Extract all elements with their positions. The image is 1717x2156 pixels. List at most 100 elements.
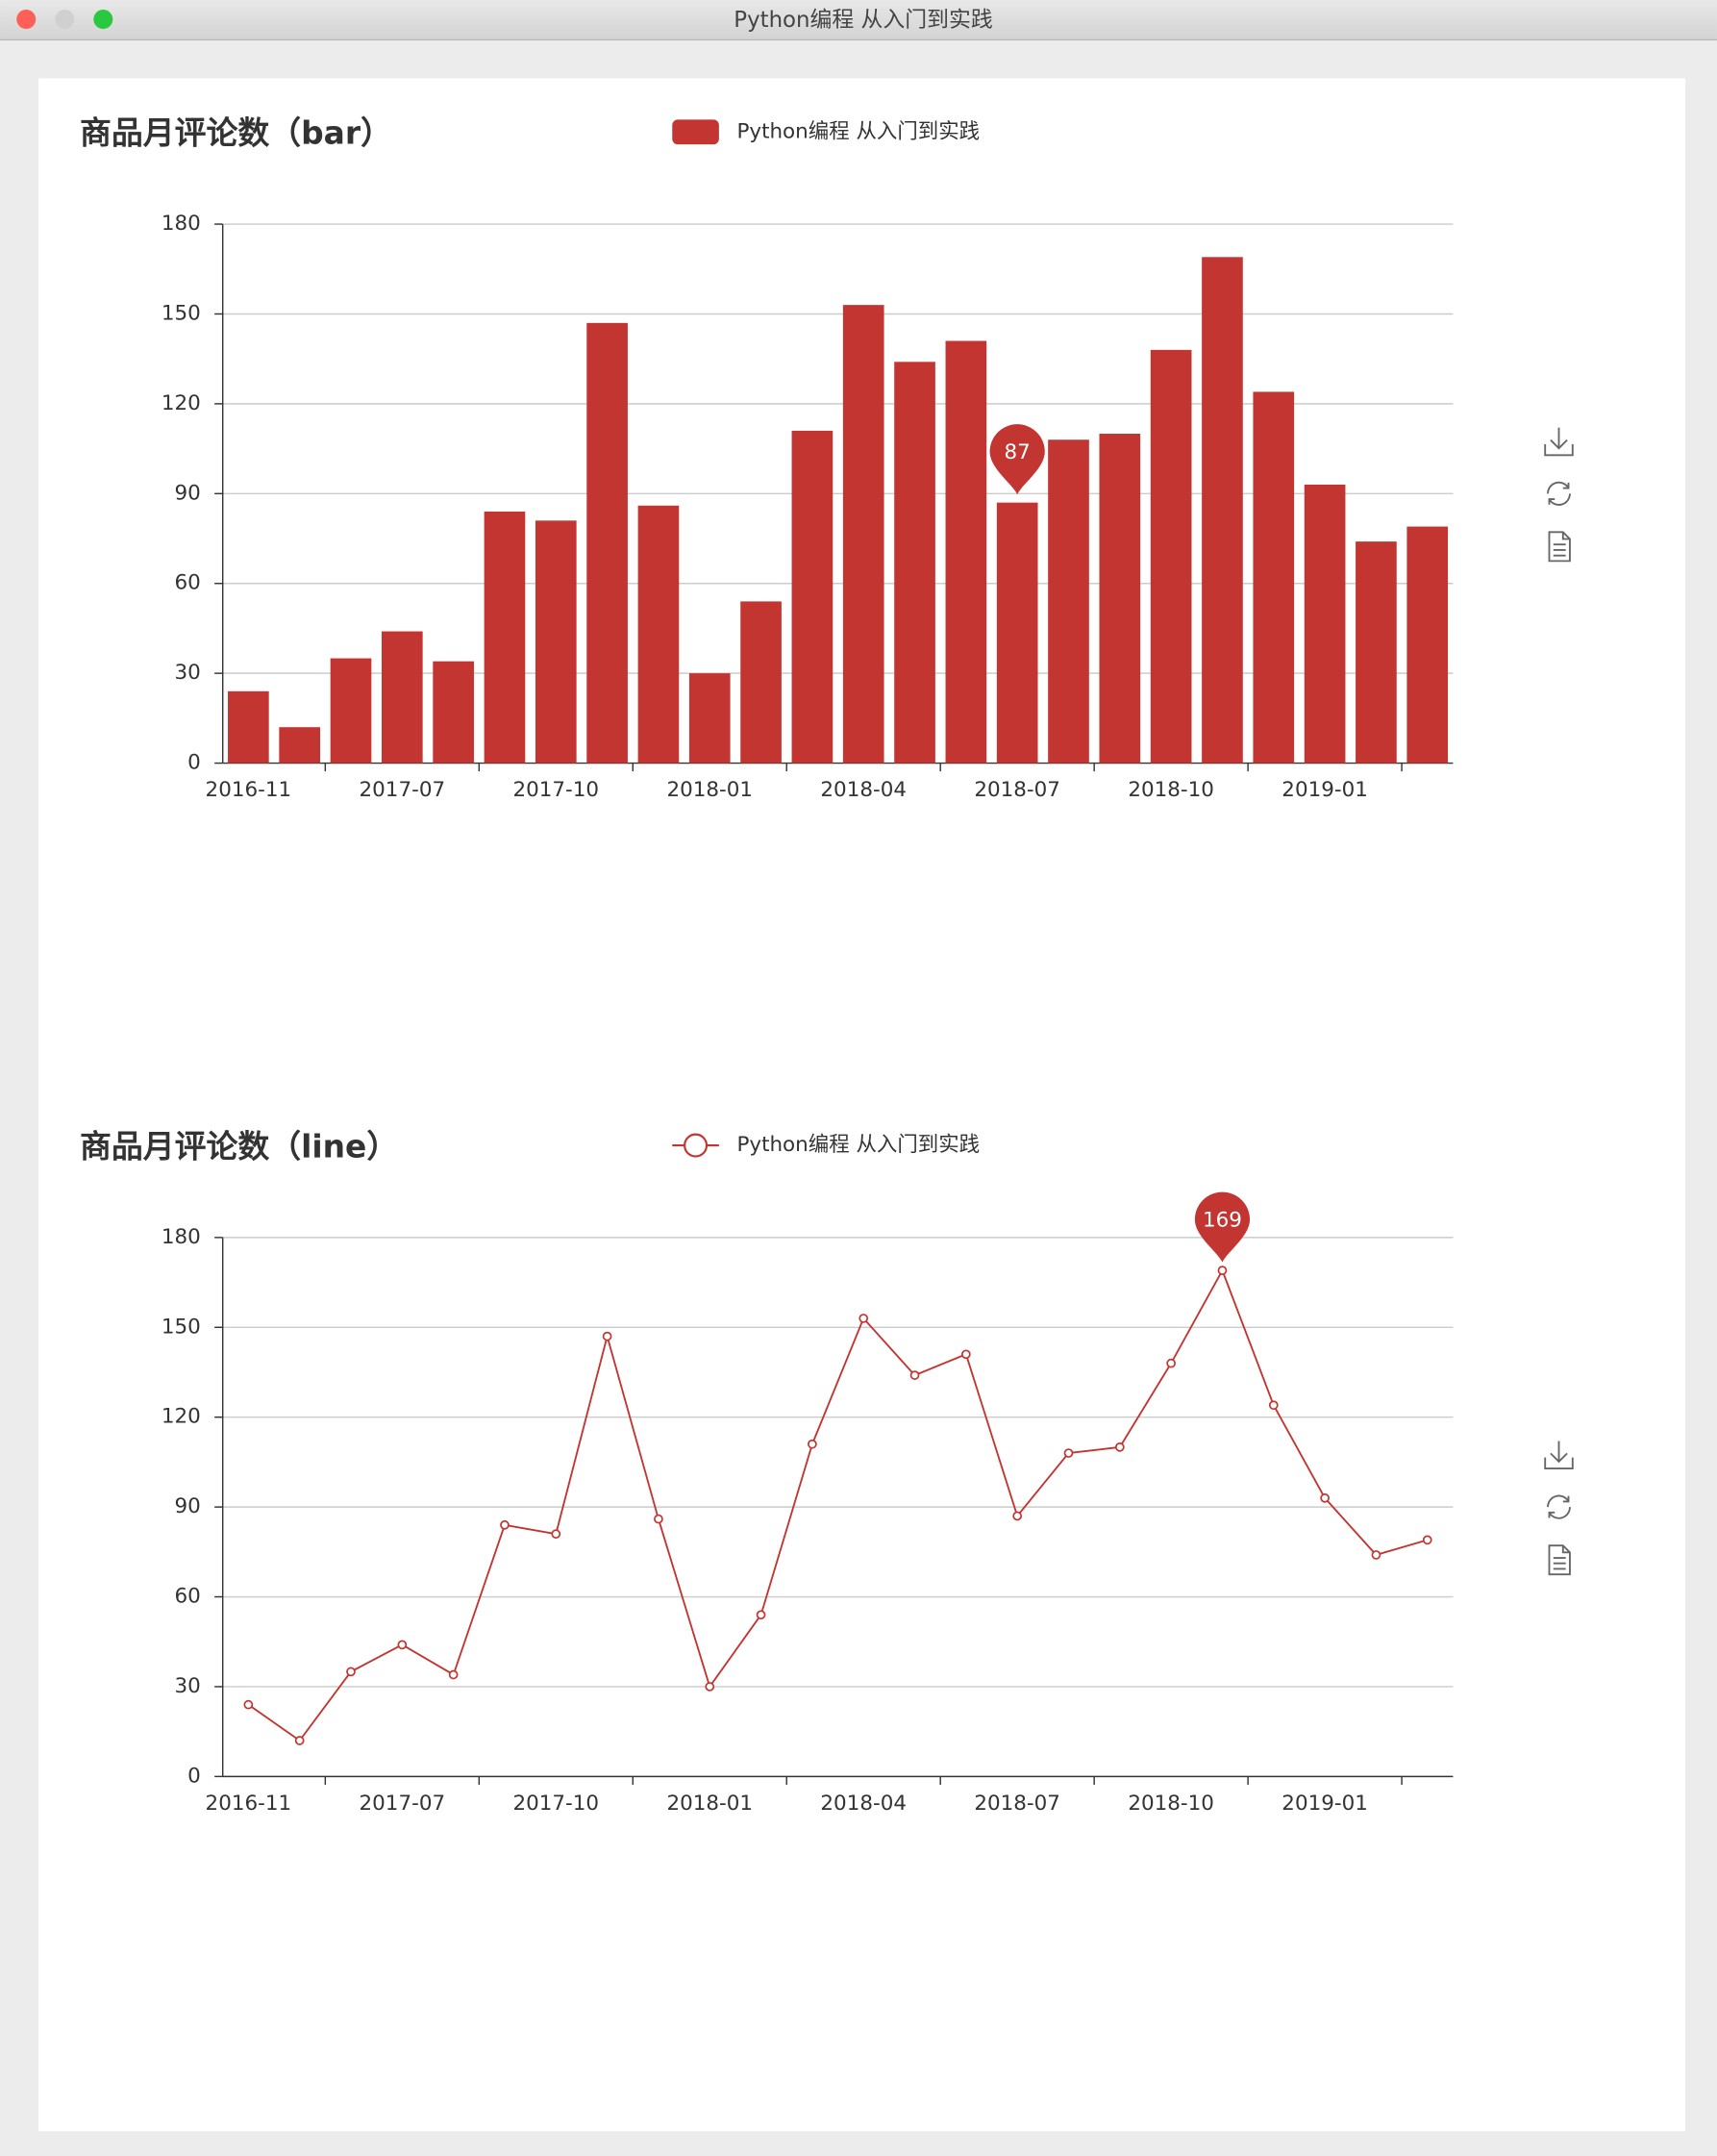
y-tick-label: 120 (162, 391, 201, 415)
y-tick-label: 30 (175, 661, 201, 685)
icon (1547, 481, 1571, 506)
point (294, 1736, 305, 1745)
icon (1548, 531, 1571, 563)
point (500, 1519, 510, 1530)
bar (1304, 484, 1346, 764)
mark-point-label: 87 (1005, 440, 1031, 464)
bar (894, 362, 935, 764)
y-tick-label: 180 (162, 1225, 201, 1249)
bar (228, 690, 269, 764)
mark-point (1194, 1191, 1251, 1263)
toolbox-restore[interactable] (1547, 481, 1571, 506)
y-tick-label: 0 (187, 751, 201, 775)
point (1063, 1448, 1074, 1458)
y-tick-label: 120 (162, 1405, 201, 1429)
close-button[interactable] (16, 10, 37, 30)
bar (791, 430, 834, 764)
x-tick-label: 2019-01 (1282, 778, 1368, 802)
x-tick-label: 2017-07 (360, 1792, 446, 1816)
point (346, 1667, 356, 1677)
toolbox-data[interactable] (1548, 531, 1571, 563)
chart-title: 商品月评论数（bar） (80, 114, 392, 152)
point (1217, 1266, 1228, 1275)
toolbox-data[interactable] (1548, 1544, 1571, 1576)
charts: 商品月评论数（bar） Python编程 从入门到实践 0 30 60 90 120 150 1… (80, 114, 1574, 1816)
x-tick-label: 2018-04 (820, 1792, 907, 1816)
bar (945, 340, 987, 764)
point (1114, 1442, 1125, 1452)
y-tick-label: 0 (187, 1764, 201, 1788)
window-title: Python编程 从入门到实践 (734, 8, 993, 33)
bar (586, 322, 628, 764)
legend-swatch (684, 1133, 709, 1158)
bar (740, 601, 782, 764)
mark-point-label: 169 (1203, 1209, 1242, 1233)
x-tick-label: 2018-10 (1128, 778, 1214, 802)
x-tick-label: 2017-07 (360, 778, 446, 802)
bar (1048, 439, 1089, 764)
x-tick-label: 2016-11 (206, 1792, 292, 1816)
y-tick-label: 180 (162, 212, 201, 236)
line (247, 1267, 1429, 1742)
bar (637, 505, 680, 764)
toolbox-save[interactable] (1544, 1441, 1574, 1470)
point (1166, 1358, 1177, 1368)
point (808, 1439, 817, 1449)
x-tick-label: 2018-10 (1128, 1792, 1214, 1816)
point (1320, 1492, 1330, 1503)
y-tick-label: 30 (175, 1674, 201, 1698)
legend-label: Python编程 从入门到实践 (736, 1133, 980, 1157)
mark-point (989, 424, 1045, 495)
point (602, 1331, 612, 1341)
chart-title: 商品月评论数（line） (80, 1127, 398, 1165)
y-tick-label: 90 (175, 1494, 201, 1518)
bar (1356, 541, 1397, 764)
bar (996, 502, 1038, 764)
point (654, 1514, 663, 1524)
x-tick-label: 2018-01 (666, 778, 753, 802)
bar (279, 727, 321, 764)
x-tick-label: 2017-10 (512, 1792, 599, 1816)
y-tick-label: 150 (162, 301, 201, 325)
toolbox-restore[interactable] (1547, 1494, 1571, 1519)
minimize-button[interactable] (55, 10, 75, 30)
zoom-button[interactable] (93, 10, 113, 30)
icon (1548, 1544, 1571, 1576)
point (1012, 1511, 1023, 1521)
bar (688, 673, 731, 764)
bar (330, 658, 372, 764)
x-tick-label: 2019-01 (1282, 1792, 1368, 1816)
bar (1406, 526, 1449, 764)
x-tick-label: 2018-07 (974, 1792, 1060, 1816)
x-tick-label: 2018-04 (820, 778, 907, 802)
y-tick-label: 90 (175, 481, 201, 505)
point (909, 1370, 920, 1380)
title-bar (0, 0, 1717, 40)
bar (535, 520, 577, 764)
bar (842, 305, 884, 764)
legend-label: Python编程 从入门到实践 (736, 119, 980, 143)
bar (1202, 257, 1243, 764)
y-tick-label: 60 (175, 571, 201, 595)
point (1422, 1535, 1432, 1545)
bar (433, 661, 474, 764)
bar (1150, 349, 1192, 764)
toolbox-save[interactable] (1544, 427, 1574, 457)
y-tick-label: 150 (162, 1315, 201, 1339)
point (705, 1682, 715, 1692)
point (1268, 1400, 1279, 1411)
point (960, 1349, 971, 1360)
bar (1253, 391, 1295, 764)
point (448, 1669, 459, 1680)
point (551, 1529, 561, 1539)
x-tick-label: 2018-07 (974, 778, 1060, 802)
point (756, 1610, 766, 1620)
icon (1547, 1494, 1571, 1519)
point (243, 1699, 254, 1710)
point (397, 1640, 408, 1650)
x-tick-label: 2016-11 (206, 778, 292, 802)
x-tick-label: 2018-01 (666, 1792, 753, 1816)
bar (1099, 434, 1141, 764)
